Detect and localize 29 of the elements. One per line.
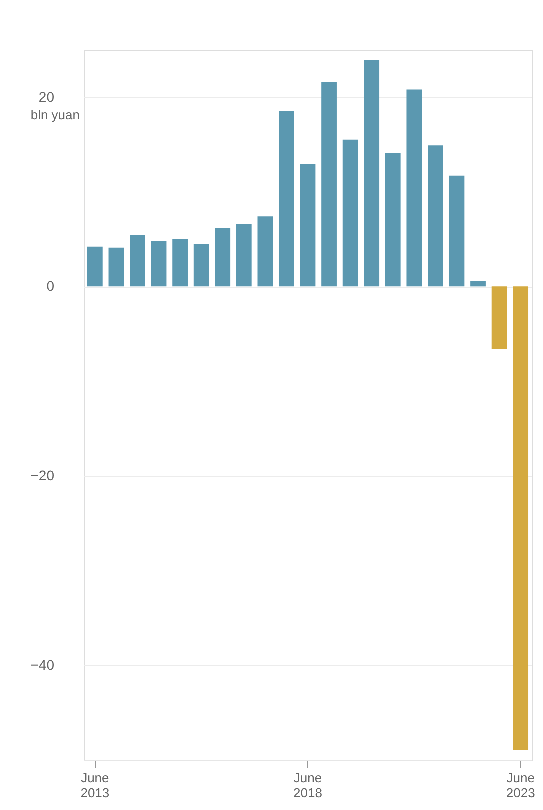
bar — [130, 236, 146, 287]
y-tick-label: −40 — [30, 656, 55, 673]
bar — [428, 146, 444, 287]
bar — [406, 90, 422, 287]
bar — [342, 140, 358, 287]
bar — [385, 153, 401, 287]
y-tick-label: 0 — [46, 278, 55, 294]
bar — [236, 224, 252, 287]
y-tick-label: 20 — [38, 88, 55, 105]
bar — [215, 228, 231, 287]
x-tick-label: June 2018 — [294, 770, 322, 800]
y-tick-label: −20 — [30, 468, 55, 484]
bar — [279, 112, 294, 287]
y-axis-title: bln yuan — [30, 107, 80, 122]
bar — [470, 280, 486, 287]
bar — [492, 286, 508, 350]
bar — [300, 164, 316, 287]
bar — [87, 246, 103, 287]
x-tick-label: June 2013 — [80, 770, 110, 800]
bar — [449, 176, 465, 287]
bar — [108, 248, 124, 287]
bar — [513, 286, 529, 751]
bar — [364, 60, 380, 287]
bar — [194, 244, 210, 287]
bar — [172, 239, 188, 287]
x-tick-label: June 2023 — [506, 770, 536, 800]
bar — [151, 241, 167, 287]
bar — [322, 82, 337, 287]
bar — [258, 216, 274, 287]
